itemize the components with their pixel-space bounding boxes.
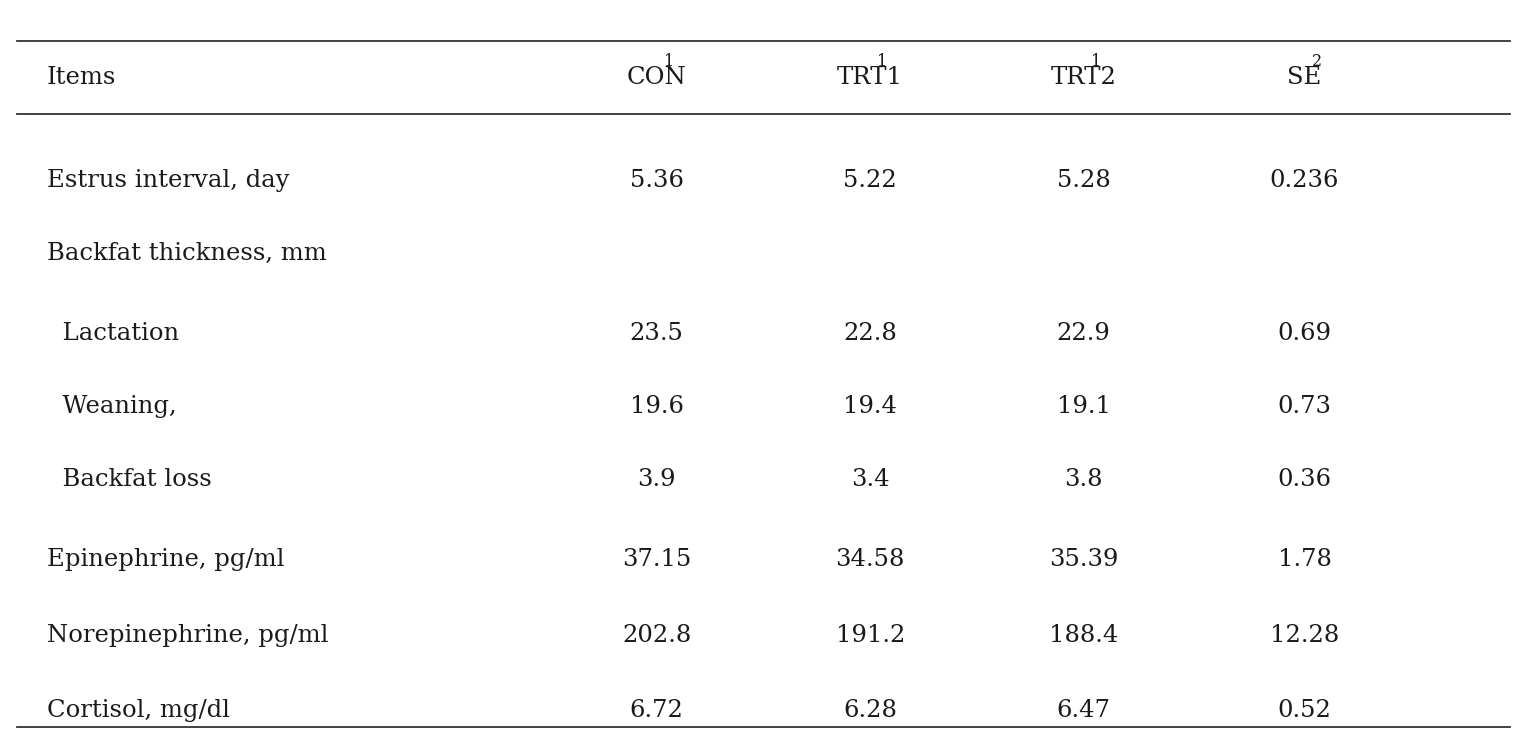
Text: 1: 1 — [1090, 53, 1101, 70]
Text: TRT1: TRT1 — [837, 67, 902, 89]
Text: 19.6: 19.6 — [629, 395, 684, 418]
Text: 188.4: 188.4 — [1049, 624, 1118, 647]
Text: 19.4: 19.4 — [843, 395, 898, 418]
Text: TRT2: TRT2 — [1051, 67, 1116, 89]
Text: 5.36: 5.36 — [629, 168, 684, 192]
Text: 37.15: 37.15 — [621, 548, 692, 571]
Text: 1: 1 — [876, 53, 887, 70]
Text: 0.69: 0.69 — [1278, 321, 1332, 345]
Text: 22.8: 22.8 — [843, 321, 896, 345]
Text: Weaning,: Weaning, — [47, 395, 177, 418]
Text: 12.28: 12.28 — [1270, 624, 1339, 647]
Text: 6.72: 6.72 — [629, 698, 684, 722]
Text: CON: CON — [628, 67, 687, 89]
Text: Estrus interval, day: Estrus interval, day — [47, 168, 290, 192]
Text: 19.1: 19.1 — [1057, 395, 1110, 418]
Text: Lactation: Lactation — [47, 321, 179, 345]
Text: 6.28: 6.28 — [843, 698, 898, 722]
Text: SE: SE — [1287, 67, 1322, 89]
Text: 22.9: 22.9 — [1057, 321, 1110, 345]
Text: 0.236: 0.236 — [1270, 168, 1339, 192]
Text: 191.2: 191.2 — [835, 624, 906, 647]
Text: 5.28: 5.28 — [1057, 168, 1110, 192]
Text: 0.52: 0.52 — [1278, 698, 1332, 722]
Text: Epinephrine, pg/ml: Epinephrine, pg/ml — [47, 548, 284, 571]
Text: 3.9: 3.9 — [638, 468, 676, 490]
Text: Cortisol, mg/dl: Cortisol, mg/dl — [47, 698, 231, 722]
Text: 0.73: 0.73 — [1278, 395, 1332, 418]
Text: 34.58: 34.58 — [835, 548, 906, 571]
Text: Backfat loss: Backfat loss — [47, 468, 212, 490]
Text: 1.78: 1.78 — [1278, 548, 1332, 571]
Text: 3.4: 3.4 — [851, 468, 890, 490]
Text: 5.22: 5.22 — [843, 168, 896, 192]
Text: 35.39: 35.39 — [1049, 548, 1118, 571]
Text: 23.5: 23.5 — [629, 321, 684, 345]
Text: 0.36: 0.36 — [1278, 468, 1332, 490]
Text: Norepinephrine, pg/ml: Norepinephrine, pg/ml — [47, 624, 328, 647]
Text: 6.47: 6.47 — [1057, 698, 1110, 722]
Text: 202.8: 202.8 — [621, 624, 692, 647]
Text: 2: 2 — [1312, 53, 1322, 70]
Text: Backfat thickness, mm: Backfat thickness, mm — [47, 242, 327, 264]
Text: 3.8: 3.8 — [1064, 468, 1102, 490]
Text: 1: 1 — [664, 53, 673, 70]
Text: Items: Items — [47, 67, 116, 89]
